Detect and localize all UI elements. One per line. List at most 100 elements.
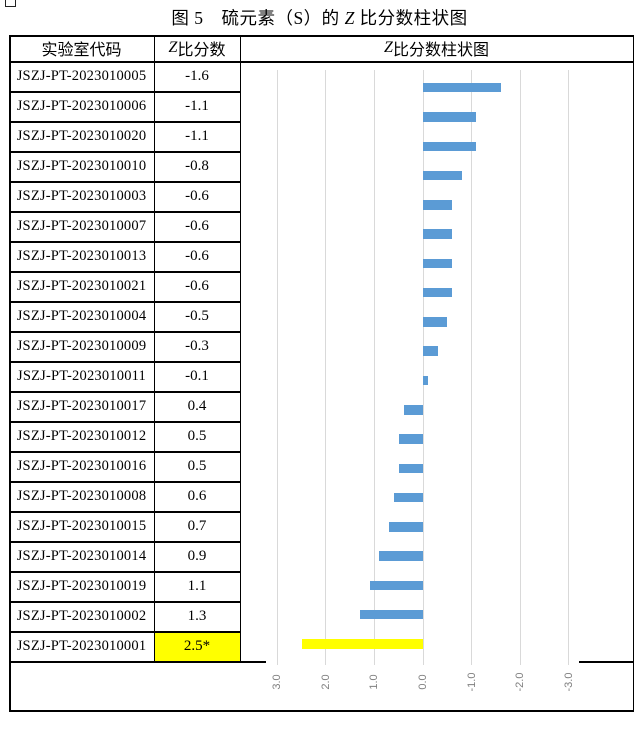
gridline (276, 70, 278, 665)
z-score-cell: -0.6 (185, 217, 209, 234)
z-score-cell: -1.1 (185, 127, 209, 144)
z-score-cell: 1.3 (187, 607, 207, 624)
lab-code-cell: JSZJ-PT-2023010019 (16, 577, 147, 594)
table-border-left (9, 35, 11, 712)
z-score-cell: -0.6 (185, 277, 209, 294)
row-border (9, 451, 241, 453)
z-score-bar (423, 375, 428, 386)
lab-code-cell: JSZJ-PT-2023010003 (16, 187, 147, 204)
z-score-cell: -1.1 (185, 97, 209, 114)
lab-code-cell: JSZJ-PT-2023010002 (16, 607, 147, 624)
z-score-bar (423, 112, 477, 122)
header-bottom-border (9, 61, 634, 63)
lab-code-cell: JSZJ-PT-2023010001 (16, 637, 147, 654)
lab-code-cell: JSZJ-PT-2023010005 (16, 67, 147, 84)
row-border (9, 151, 241, 153)
row-border (9, 631, 241, 633)
figure-caption-z: Z (344, 8, 355, 28)
z-score-cell: 0.7 (187, 517, 207, 534)
lab-code-cell: JSZJ-PT-2023010008 (16, 487, 147, 504)
z-score-bar (423, 317, 448, 327)
z-score-bar (423, 346, 438, 356)
table-border-top (9, 35, 634, 37)
header-z-score-label: 比分数 (177, 42, 226, 59)
lab-code-cell: JSZJ-PT-2023010010 (16, 157, 147, 174)
header-z-score-chart-label: 比分数柱状图 (392, 42, 489, 59)
axis-tick-label: 0.0 (417, 674, 429, 690)
row-border (9, 91, 241, 93)
z-score-cell: -0.1 (185, 367, 209, 384)
lab-code-cell: JSZJ-PT-2023010015 (16, 517, 147, 534)
lab-code-cell: JSZJ-PT-2023010020 (16, 127, 147, 144)
table-fragment-artifact (5, 0, 16, 7)
figure-caption-prefix: 图 5 硫元素（S）的 (171, 8, 345, 28)
z-score-bar (423, 287, 453, 298)
z-score-bar (393, 492, 423, 503)
row-border (9, 361, 241, 363)
lab-code-cell: JSZJ-PT-2023010021 (16, 277, 147, 294)
row-border (9, 271, 241, 273)
row-border (9, 121, 241, 123)
z-score-bar (423, 141, 477, 151)
lab-code-cell: JSZJ-PT-2023010004 (16, 307, 147, 324)
lab-code-cell: JSZJ-PT-2023010011 (16, 367, 147, 384)
z-score-bar (398, 434, 423, 444)
z-score-bar (398, 463, 423, 474)
row-border (9, 511, 241, 513)
axis-tick-label: 1.0 (368, 674, 381, 690)
row-border (9, 301, 241, 303)
axis-tick-label: -2.0 (514, 672, 527, 692)
lab-code-cell: JSZJ-PT-2023010013 (16, 247, 147, 264)
lab-code-cell: JSZJ-PT-2023010014 (16, 547, 147, 564)
header-z-score: Z 比分数 (154, 35, 240, 61)
table-border-bottom (9, 710, 634, 712)
lab-code-cell: JSZJ-PT-2023010006 (16, 97, 147, 114)
row-border (9, 601, 241, 603)
header-z-score-chart-z: Z (384, 39, 393, 56)
lab-code-cell: JSZJ-PT-2023010017 (16, 397, 147, 414)
gridline (519, 70, 521, 665)
gridline (471, 70, 473, 665)
lab-code-cell: JSZJ-PT-2023010009 (16, 337, 147, 354)
row-border (9, 481, 241, 483)
z-score-cell: 0.6 (187, 487, 207, 504)
z-score-cell: -0.6 (185, 187, 209, 204)
header-z-score-z: Z (168, 39, 178, 56)
z-score-cell: -0.3 (185, 337, 209, 354)
z-score-bar (359, 609, 423, 620)
z-score-cell: -0.8 (185, 157, 209, 174)
z-score-cell: 0.9 (187, 547, 207, 564)
z-score-bar-chart: 3.0 2.0 1.0 0.0 -1.0 -2.0 -3.0 (266, 64, 579, 706)
z-score-cell: 2.5* (183, 637, 211, 654)
z-score-cell: -0.5 (185, 307, 209, 324)
row-border (9, 211, 241, 213)
axis-tick-label: -3.0 (562, 672, 575, 692)
z-score-bar (301, 639, 423, 649)
row-border (9, 571, 241, 573)
lab-code-cell: JSZJ-PT-2023010016 (16, 457, 147, 474)
z-score-bar (423, 229, 453, 239)
axis-tick-label: 2.0 (319, 674, 332, 690)
z-score-bar (403, 405, 423, 415)
row-border (9, 331, 241, 333)
z-score-cell: 0.5 (187, 427, 207, 444)
z-score-bar (423, 170, 462, 181)
figure-caption-suffix: 比分数柱状图 (354, 8, 468, 28)
gridline (373, 70, 375, 665)
highlighted-cell-bg (154, 631, 240, 662)
row-border (9, 541, 241, 543)
row-border (9, 241, 241, 243)
col-divider-1 (153, 35, 155, 662)
figure-caption: 图 5 硫元素（S）的 Z 比分数柱状图 (0, 5, 639, 30)
row-border (9, 391, 241, 393)
z-score-cell: -1.6 (185, 67, 209, 84)
col-divider-2 (239, 35, 241, 662)
z-score-cell: 1.1 (187, 577, 207, 594)
z-score-bar (379, 551, 423, 561)
z-score-bar (369, 580, 423, 591)
z-score-cell: 0.5 (187, 457, 207, 474)
axis-tick-label: -1.0 (465, 672, 478, 692)
row-border (9, 181, 241, 183)
z-score-cell: -0.6 (185, 247, 209, 264)
